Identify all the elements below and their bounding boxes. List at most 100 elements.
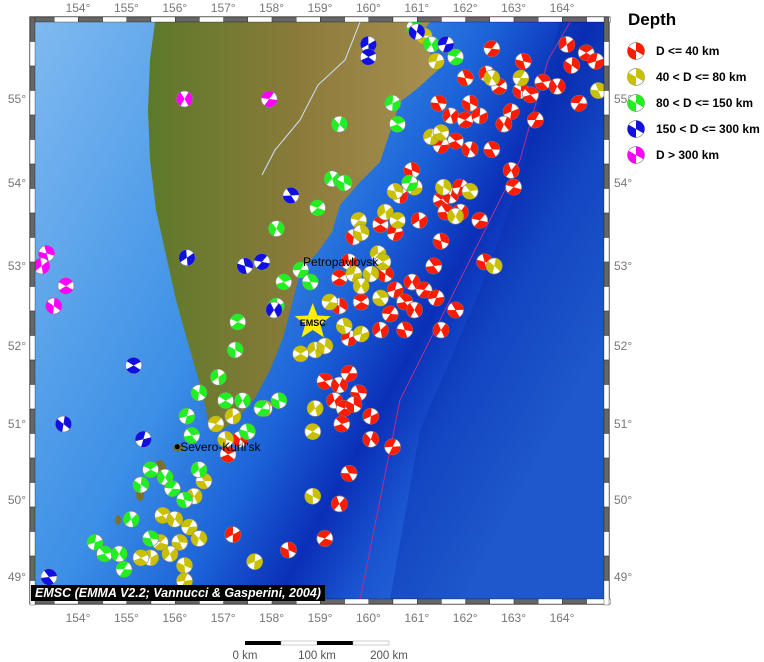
- frame-tick: [441, 598, 466, 605]
- earthquake-focal-mechanism: [410, 212, 428, 229]
- earthquake-focal-mechanism: [190, 384, 208, 402]
- place-label: Petropavlovsk: [303, 255, 379, 269]
- longitude-label: 163°: [501, 611, 526, 625]
- earthquake-focal-mechanism: [372, 216, 389, 233]
- earthquake-focal-mechanism: [403, 162, 421, 179]
- longitude-label: 156°: [162, 1, 187, 15]
- frame-tick: [603, 310, 610, 336]
- earthquake-focal-mechanism: [548, 78, 566, 95]
- earthquake-focal-mechanism: [345, 396, 363, 413]
- earthquake-focal-mechanism: [253, 253, 271, 271]
- latitude-label: 50°: [8, 493, 26, 507]
- frame-tick: [320, 16, 345, 23]
- earthquake-focal-mechanism: [219, 446, 237, 463]
- earthquake-focal-mechanism: [471, 107, 489, 125]
- earthquake-focal-mechanism: [134, 430, 152, 448]
- frame-tick: [392, 16, 418, 23]
- earthquake-focal-mechanism: [164, 480, 181, 497]
- legend-item: 40 < D <= 80 km: [626, 64, 760, 90]
- earthquake-focal-mechanism: [340, 364, 358, 382]
- earthquake-focal-mechanism: [335, 317, 353, 335]
- earthquake-focal-mechanism: [427, 52, 445, 70]
- earthquake-focal-mechanism: [437, 36, 455, 53]
- earthquake-focal-mechanism: [226, 341, 244, 359]
- kamchatka-land: [148, 22, 440, 432]
- frame-tick: [223, 16, 248, 23]
- earthquake-focal-mechanism: [495, 115, 513, 133]
- earthquake-focal-mechanism: [432, 321, 450, 339]
- frame-tick: [603, 41, 610, 67]
- earthquake-focal-mechanism: [447, 207, 464, 225]
- place-label: Severo-Kuril'sk: [180, 440, 261, 454]
- frame-tick: [538, 16, 563, 23]
- earthquake-focal-mechanism: [301, 273, 319, 291]
- earthquake-focal-mechanism: [224, 407, 242, 425]
- frame-tick: [586, 598, 611, 605]
- frame-tick: [465, 16, 490, 23]
- frame-tick: [29, 310, 36, 336]
- latitude-label: 49°: [8, 570, 26, 584]
- longitude-label: 161°: [404, 1, 429, 15]
- earthquake-focal-mechanism: [246, 553, 264, 570]
- earthquake-focal-mechanism: [161, 545, 179, 563]
- latitude-label: 53°: [614, 259, 632, 273]
- frame-tick: [562, 16, 587, 23]
- earthquake-focal-mechanism: [345, 265, 363, 283]
- latitude-label: 52°: [614, 339, 632, 353]
- longitude-label: 158°: [259, 611, 284, 625]
- earthquake-focal-mechanism: [432, 232, 450, 250]
- earthquake-focal-mechanism: [372, 289, 389, 307]
- longitude-label: 155°: [114, 611, 139, 625]
- frame-tick: [29, 506, 36, 532]
- city-dot: [174, 444, 180, 450]
- frame-tick: [465, 598, 490, 605]
- earthquake-focal-mechanism: [362, 430, 380, 448]
- earthquake-focal-mechanism: [224, 526, 242, 544]
- longitude-label: 160°: [356, 1, 381, 15]
- earthquake-focal-mechanism: [447, 301, 464, 319]
- earthquake-focal-mechanism: [461, 94, 479, 112]
- longitude-label: 161°: [404, 611, 429, 625]
- frame-tick: [562, 598, 587, 605]
- legend-label: 150 < D <= 300 km: [656, 122, 760, 136]
- earthquake-focal-mechanism: [483, 40, 501, 57]
- frame-tick: [489, 16, 515, 23]
- earthquake-focal-mechanism: [316, 372, 334, 390]
- legend-label: D > 300 km: [656, 148, 720, 162]
- earthquake-focal-mechanism: [447, 48, 464, 66]
- legend-title: Depth: [628, 10, 677, 29]
- earthquake-focal-mechanism: [447, 132, 464, 150]
- earthquake-focal-mechanism: [563, 57, 581, 74]
- earthquake-focal-mechanism: [512, 69, 530, 87]
- frame-tick: [247, 16, 273, 23]
- legend-label: 80 < D <= 150 km: [656, 96, 754, 110]
- earthquake-focal-mechanism: [558, 36, 576, 53]
- earthquake-focal-mechanism: [178, 407, 196, 425]
- frame-tick: [603, 408, 610, 434]
- frame-tick: [175, 16, 200, 23]
- earthquake-focal-mechanism: [485, 257, 503, 275]
- earthquake-focal-mechanism: [331, 376, 348, 394]
- earthquake-focal-mechanism: [234, 392, 251, 409]
- longitude-label: 158°: [259, 1, 284, 15]
- earthquake-focal-mechanism: [389, 115, 406, 133]
- longitude-label: 154°: [66, 1, 91, 15]
- earthquake-focal-mechanism: [304, 423, 322, 440]
- earthquake-focal-mechanism: [384, 94, 401, 112]
- earthquake-focal-mechanism: [362, 265, 380, 283]
- earthquake-focal-mechanism: [333, 415, 351, 433]
- scale-label-100: 100 km: [298, 650, 336, 662]
- beachball-icon: [627, 146, 645, 164]
- frame-tick: [29, 114, 36, 140]
- latitude-label: 55°: [8, 92, 26, 106]
- earthquake-focal-mechanism: [166, 510, 184, 528]
- earthquake-focal-mechanism: [422, 36, 440, 53]
- earthquake-focal-mechanism: [461, 182, 479, 200]
- frame-tick: [603, 384, 610, 410]
- earthquake-focal-mechanism: [45, 297, 63, 315]
- beachball-symbol: [627, 146, 645, 164]
- frame-tick: [29, 41, 36, 67]
- earthquake-focal-mechanism: [352, 224, 370, 242]
- trench: [390, 22, 604, 599]
- earthquake-focal-mechanism: [415, 281, 433, 299]
